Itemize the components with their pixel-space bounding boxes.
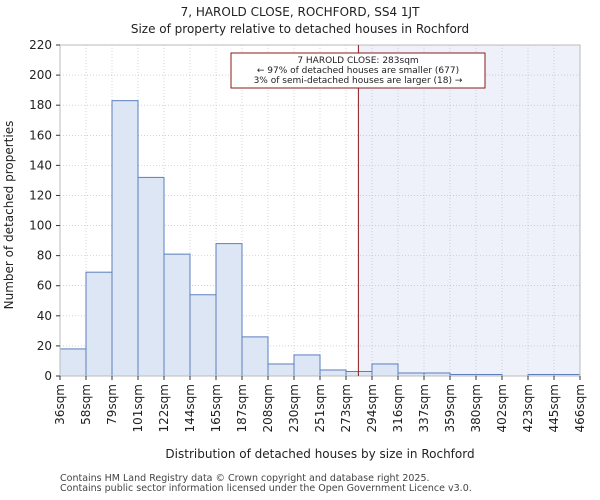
annotation-line3: 3% of semi-detached houses are larger (1… <box>254 76 463 86</box>
x-tick-label: 359sqm <box>443 384 457 432</box>
bar <box>215 243 243 377</box>
x-tick-label: 36sqm <box>53 384 67 425</box>
x-tick-label: 380sqm <box>469 384 483 432</box>
bar <box>267 363 295 377</box>
x-tick-label: 58sqm <box>79 384 93 425</box>
x-tick-label: 79sqm <box>105 384 119 425</box>
x-tick-label: 187sqm <box>235 384 249 432</box>
chart-title-line2: Size of property relative to detached ho… <box>131 22 469 36</box>
bar <box>163 253 191 377</box>
y-tick-label: 20 <box>37 339 52 353</box>
bar <box>59 348 87 377</box>
y-tick-label: 220 <box>29 38 52 52</box>
footer-line1: Contains HM Land Registry data © Crown c… <box>60 473 430 484</box>
bar <box>85 271 113 377</box>
y-tick-label: 80 <box>37 249 52 263</box>
y-tick-label: 40 <box>37 309 52 323</box>
x-tick-label: 165sqm <box>209 384 223 432</box>
y-tick-label: 200 <box>29 68 52 82</box>
y-tick-label: 100 <box>29 219 52 233</box>
y-tick-label: 140 <box>29 158 52 172</box>
annotation-line1: 7 HAROLD CLOSE: 283sqm <box>297 56 418 66</box>
bar <box>189 294 217 377</box>
y-axis-label: Number of detached properties <box>2 121 16 310</box>
x-tick-label: 273sqm <box>339 384 353 432</box>
x-tick-label: 337sqm <box>417 384 431 432</box>
y-tick-label: 120 <box>29 188 52 202</box>
bar <box>345 370 373 377</box>
x-tick-label: 101sqm <box>131 384 145 432</box>
x-tick-label: 294sqm <box>365 384 379 432</box>
x-tick-label: 208sqm <box>261 384 275 432</box>
x-tick-label: 230sqm <box>287 384 301 432</box>
x-tick-label: 144sqm <box>183 384 197 432</box>
bar <box>111 100 139 377</box>
bar <box>371 363 399 377</box>
y-tick-label: 0 <box>44 369 52 383</box>
x-tick-label: 423sqm <box>521 384 535 432</box>
x-tick-label: 445sqm <box>547 384 561 432</box>
annotation-line2: ← 97% of detached houses are smaller (67… <box>257 66 459 76</box>
x-tick-label: 122sqm <box>157 384 171 432</box>
footer-line2: Contains public sector information licen… <box>60 483 472 494</box>
chart-title-line1: 7, HAROLD CLOSE, ROCHFORD, SS4 1JT <box>181 5 421 19</box>
x-axis-label: Distribution of detached houses by size … <box>165 447 474 461</box>
y-tick-label: 60 <box>37 279 52 293</box>
bar <box>319 369 347 377</box>
bar <box>293 354 321 377</box>
bar <box>241 336 269 377</box>
x-tick-label: 316sqm <box>391 384 405 432</box>
shaded-region <box>358 45 580 376</box>
y-tick-label: 160 <box>29 128 52 142</box>
x-tick-label: 402sqm <box>495 384 509 432</box>
annotation-box <box>230 52 486 89</box>
y-tick-label: 180 <box>29 98 52 112</box>
bar <box>137 176 165 377</box>
x-tick-label: 251sqm <box>313 384 327 432</box>
x-tick-label: 466sqm <box>573 384 587 432</box>
